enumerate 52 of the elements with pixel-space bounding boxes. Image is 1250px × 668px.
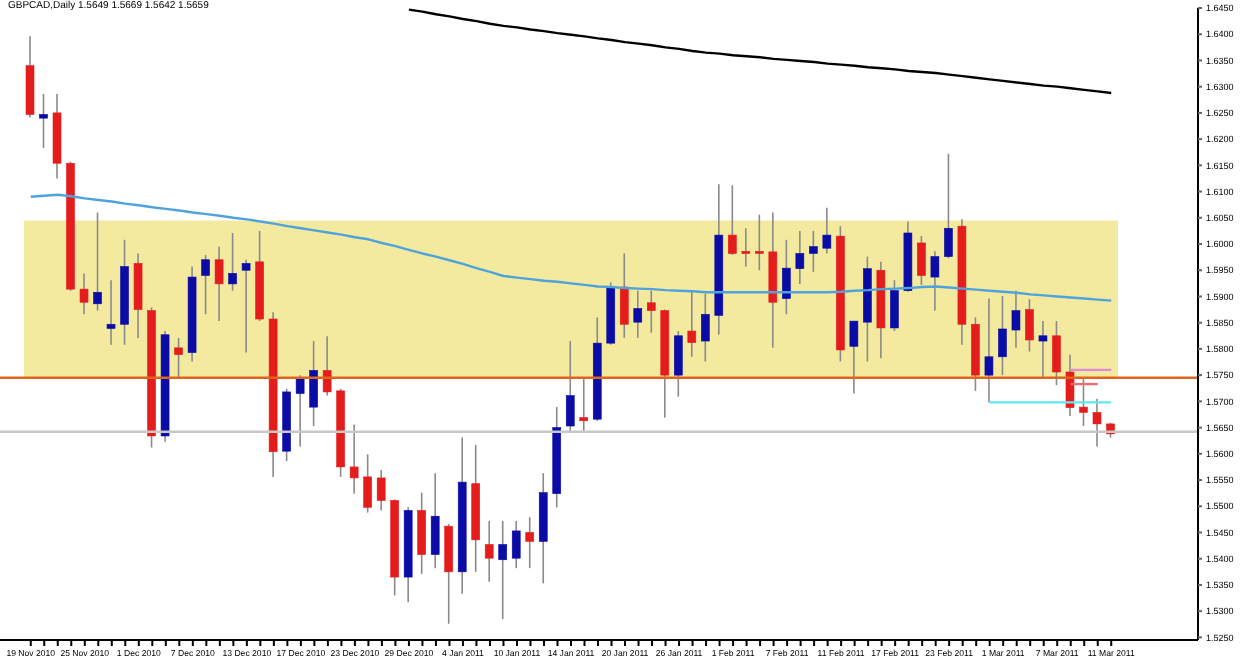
candlestick bbox=[849, 320, 859, 395]
candlestick bbox=[809, 230, 818, 273]
candlestick bbox=[565, 340, 575, 434]
candlestick bbox=[295, 374, 305, 448]
candlestick bbox=[106, 279, 116, 346]
candlestick bbox=[511, 520, 521, 569]
candlestick bbox=[1079, 378, 1088, 427]
candlestick bbox=[1092, 397, 1102, 448]
candlestick bbox=[930, 250, 940, 312]
line-series bbox=[407, 8, 1113, 95]
candlestick bbox=[133, 252, 143, 339]
candlestick bbox=[795, 230, 805, 285]
candlestick bbox=[782, 239, 791, 316]
candlestick bbox=[1025, 298, 1034, 353]
candlestick bbox=[349, 423, 359, 495]
candlestick bbox=[755, 213, 764, 272]
candlestick bbox=[525, 516, 535, 569]
candlestick bbox=[944, 153, 953, 259]
candlestick bbox=[728, 184, 737, 256]
candlestick bbox=[417, 491, 426, 575]
candlestick bbox=[917, 235, 926, 286]
candlestick bbox=[890, 279, 899, 332]
candlestick bbox=[619, 252, 629, 339]
candlestick bbox=[241, 258, 251, 354]
candlestick bbox=[376, 469, 386, 512]
candlestick bbox=[174, 337, 183, 380]
candlestick bbox=[79, 272, 89, 316]
candlestick bbox=[363, 453, 372, 514]
candlestick bbox=[579, 376, 589, 434]
candlestick bbox=[93, 211, 102, 312]
candlestick bbox=[1038, 320, 1048, 379]
candlestick bbox=[741, 227, 751, 268]
candlestick bbox=[674, 330, 683, 398]
candlestick bbox=[1011, 289, 1021, 349]
candlestick bbox=[1052, 320, 1061, 386]
candlestick bbox=[498, 520, 508, 620]
candlestick bbox=[322, 335, 332, 397]
candlestick bbox=[39, 93, 48, 149]
candlestick bbox=[444, 523, 453, 625]
candlestick bbox=[646, 289, 656, 334]
candlestick bbox=[701, 293, 710, 363]
candlestick bbox=[633, 289, 643, 339]
candlestick bbox=[201, 254, 210, 316]
candlestick bbox=[687, 289, 697, 358]
candlestick bbox=[214, 245, 224, 322]
candlestick bbox=[998, 295, 1007, 376]
candlestick bbox=[984, 297, 994, 404]
candlestick bbox=[484, 520, 494, 583]
candlestick bbox=[309, 340, 318, 427]
candlestick bbox=[228, 232, 237, 292]
candlestick bbox=[822, 207, 832, 255]
candlestick bbox=[430, 472, 440, 569]
